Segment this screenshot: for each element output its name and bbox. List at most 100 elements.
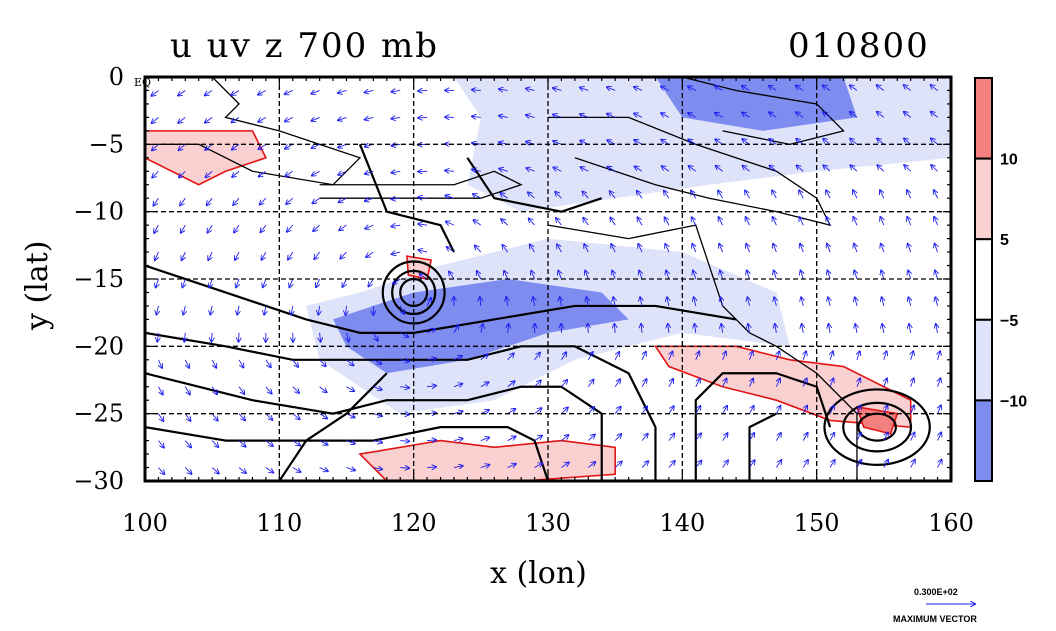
wind-vector: [238, 359, 243, 368]
wind-vector: [638, 244, 642, 253]
wind-vector: [292, 440, 300, 446]
wind-vector: [669, 352, 673, 360]
wind-vector: [908, 297, 910, 307]
wind-vector: [507, 381, 515, 388]
wind-vector: [207, 224, 213, 233]
wind-vector: [801, 270, 804, 280]
wind-vector: [691, 191, 697, 199]
plot-area: [145, 77, 951, 481]
wind-vector: [561, 380, 567, 388]
wind-vector: [850, 112, 858, 118]
wind-vector: [480, 465, 490, 468]
wind-vector: [400, 441, 409, 442]
wind-vector: [264, 305, 266, 315]
wind-vector: [857, 378, 860, 387]
wind-vector: [850, 165, 858, 172]
wind-vector: [908, 244, 911, 253]
wind-vector: [661, 140, 670, 145]
wind-vector: [803, 378, 806, 387]
wind-vector: [449, 272, 455, 280]
wind-vector: [346, 468, 356, 471]
wind-vector: [499, 116, 508, 118]
wind-vector: [263, 278, 266, 287]
wind-vector: [184, 332, 185, 342]
wind-vector: [718, 190, 724, 199]
wind-vector: [561, 462, 568, 468]
wind-vector: [661, 86, 670, 90]
wind-vector: [258, 143, 267, 149]
wind-vector: [661, 113, 670, 118]
wind-vector: [184, 467, 191, 474]
wind-vector: [938, 432, 942, 441]
wind-vector: [400, 360, 409, 361]
wind-vector: [877, 112, 885, 118]
wind-vector: [823, 112, 831, 118]
wind-vector: [312, 197, 320, 203]
wind-vector: [238, 332, 239, 342]
wind-vector: [775, 406, 780, 414]
wind-vector: [235, 251, 240, 260]
wind-vector: [799, 217, 803, 226]
wind-vector: [211, 467, 219, 474]
wind-vector: [427, 298, 431, 307]
wind-vector: [749, 460, 755, 468]
wind-vector: [909, 324, 911, 333]
wind-vector: [366, 251, 374, 257]
wind-vector: [365, 225, 374, 229]
wind-vector: [507, 464, 516, 468]
wind-vector: [211, 413, 218, 421]
wind-vector: [614, 379, 620, 387]
wind-vector: [555, 192, 562, 199]
vector-reference-caption: MAXIMUM VECTOR: [893, 614, 977, 624]
wind-vector: [400, 387, 409, 388]
wind-vector: [587, 407, 594, 414]
wind-vector: [178, 117, 186, 123]
wind-vector: [828, 297, 830, 307]
wind-vector: [695, 406, 701, 414]
wind-vector: [830, 378, 833, 387]
wind-vector: [472, 90, 481, 91]
wind-vector: [910, 460, 915, 468]
wind-vector: [372, 332, 377, 341]
wind-vector: [904, 112, 911, 118]
wind-vector: [614, 461, 622, 468]
wind-vector: [292, 467, 301, 472]
wind-vector: [393, 278, 401, 284]
wind-vector: [553, 167, 562, 171]
wind-vector: [501, 219, 509, 226]
wind-vector: [610, 218, 616, 226]
x-tick-label: 110: [256, 509, 302, 537]
wind-vector: [259, 170, 267, 176]
wind-vector: [688, 113, 696, 118]
wind-vector: [418, 90, 428, 91]
wind-vector: [665, 244, 669, 253]
wind-vector: [826, 217, 830, 226]
colorbar-label: −5: [1000, 313, 1018, 330]
wind-vector: [155, 251, 159, 260]
wind-vector: [802, 324, 804, 333]
frame-ticks: [144, 76, 952, 482]
wind-vector: [692, 244, 696, 253]
wind-vector: [637, 217, 643, 226]
wind-vector: [934, 217, 937, 226]
wind-vector: [911, 432, 915, 441]
wind-vector: [338, 117, 347, 120]
wind-vector: [668, 461, 675, 468]
wind-vector: [580, 87, 589, 90]
wind-vector: [205, 170, 213, 177]
wind-vector: [477, 271, 482, 280]
wind-vector: [935, 270, 938, 280]
wind-vector: [613, 297, 615, 307]
wind-vector: [830, 406, 834, 414]
wind-vector: [178, 143, 186, 150]
wind-vector: [904, 85, 911, 91]
wind-vector: [938, 405, 941, 414]
wind-vector: [260, 197, 267, 204]
wind-vector: [238, 440, 246, 447]
wind-vector: [911, 405, 914, 414]
wind-vector: [884, 433, 888, 441]
wind-vector: [320, 332, 321, 342]
wind-vector: [181, 224, 186, 233]
wind-vector: [258, 117, 267, 122]
wind-vector: [641, 461, 648, 468]
